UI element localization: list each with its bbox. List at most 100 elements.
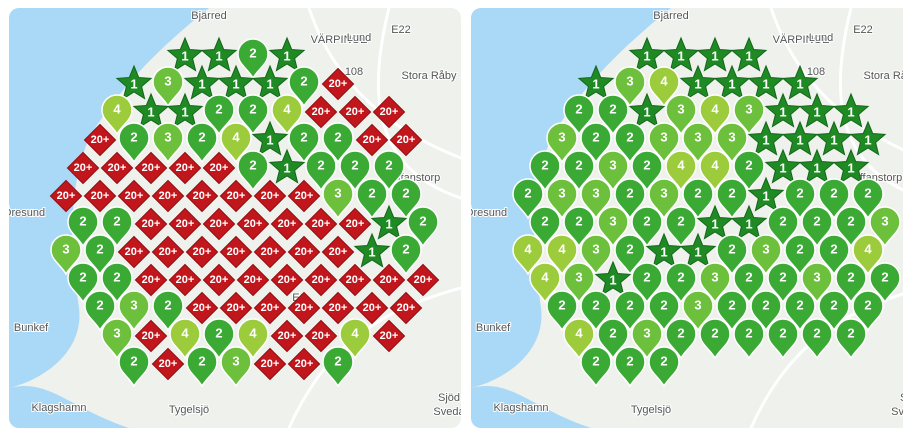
marker[interactable]: 2 <box>152 290 184 332</box>
marker[interactable]: 1 <box>251 64 289 100</box>
marker[interactable]: 3 <box>869 206 901 248</box>
marker[interactable]: 2 <box>186 346 218 388</box>
marker[interactable]: 4 <box>852 234 884 276</box>
marker[interactable]: 2 <box>597 94 629 136</box>
marker[interactable]: 2 <box>563 206 595 248</box>
marker[interactable]: 2 <box>237 38 269 80</box>
marker[interactable]: 1 <box>832 148 870 184</box>
marker[interactable]: 4 <box>339 318 371 360</box>
marker[interactable]: 2 <box>767 318 799 360</box>
marker[interactable]: 2 <box>203 318 235 360</box>
marker[interactable]: 2 <box>818 290 850 332</box>
marker[interactable]: 20+ <box>134 263 168 297</box>
marker[interactable]: 1 <box>747 64 785 100</box>
marker[interactable]: 3 <box>648 178 680 220</box>
marker[interactable]: 2 <box>614 122 646 164</box>
marker[interactable]: 3 <box>682 122 714 164</box>
marker[interactable]: 1 <box>730 36 768 72</box>
marker[interactable]: 2 <box>529 206 561 248</box>
marker[interactable]: 20+ <box>321 235 355 269</box>
marker[interactable]: 20+ <box>338 95 372 129</box>
marker[interactable]: 20+ <box>202 151 236 185</box>
marker[interactable]: 2 <box>835 262 867 304</box>
marker[interactable]: 4 <box>648 66 680 108</box>
marker[interactable]: 20+ <box>389 123 423 157</box>
marker[interactable]: 2 <box>101 262 133 304</box>
marker[interactable]: 1 <box>798 92 836 128</box>
marker[interactable]: 2 <box>784 178 816 220</box>
marker[interactable]: 3 <box>580 234 612 276</box>
marker[interactable]: 1 <box>183 64 221 100</box>
marker[interactable]: 1 <box>628 36 666 72</box>
marker[interactable]: 20+ <box>253 347 287 381</box>
marker[interactable]: 2 <box>512 178 544 220</box>
marker[interactable]: 20+ <box>338 263 372 297</box>
marker[interactable]: 4 <box>563 318 595 360</box>
marker[interactable]: 2 <box>801 206 833 248</box>
marker[interactable]: 20+ <box>236 263 270 297</box>
marker[interactable]: 1 <box>815 120 853 156</box>
marker[interactable]: 2 <box>288 122 320 164</box>
marker[interactable]: 4 <box>699 150 731 192</box>
marker[interactable]: 20+ <box>185 179 219 213</box>
marker[interactable]: 20+ <box>168 207 202 241</box>
marker[interactable]: 1 <box>353 232 391 268</box>
marker[interactable]: 1 <box>798 148 836 184</box>
marker[interactable]: 4 <box>169 318 201 360</box>
marker[interactable]: 1 <box>370 204 408 240</box>
marker[interactable]: 2 <box>852 178 884 220</box>
marker[interactable]: 3 <box>597 150 629 192</box>
marker[interactable]: 3 <box>648 122 680 164</box>
marker[interactable]: 4 <box>237 318 269 360</box>
marker[interactable]: 20+ <box>355 123 389 157</box>
marker[interactable]: 4 <box>546 234 578 276</box>
marker[interactable]: 1 <box>764 92 802 128</box>
marker[interactable]: 20+ <box>134 319 168 353</box>
marker[interactable]: 2 <box>614 290 646 332</box>
marker[interactable]: 2 <box>84 234 116 276</box>
marker[interactable]: 2 <box>631 150 663 192</box>
marker[interactable]: 1 <box>268 36 306 72</box>
marker[interactable]: 2 <box>682 178 714 220</box>
marker[interactable]: 20+ <box>151 235 185 269</box>
marker[interactable]: 1 <box>268 148 306 184</box>
marker[interactable]: 1 <box>849 120 887 156</box>
marker[interactable]: 2 <box>407 206 439 248</box>
marker[interactable]: 2 <box>614 234 646 276</box>
marker[interactable]: 2 <box>835 318 867 360</box>
marker[interactable]: 2 <box>665 318 697 360</box>
marker[interactable]: 3 <box>322 178 354 220</box>
marker[interactable]: 1 <box>747 120 785 156</box>
marker[interactable]: 3 <box>614 66 646 108</box>
marker[interactable]: 20+ <box>270 263 304 297</box>
marker[interactable]: 2 <box>373 150 405 192</box>
marker[interactable]: 20+ <box>355 291 389 325</box>
marker[interactable]: 20+ <box>66 151 100 185</box>
marker[interactable]: 20+ <box>304 95 338 129</box>
marker[interactable]: 2 <box>288 66 320 108</box>
marker[interactable]: 3 <box>118 290 150 332</box>
marker[interactable]: 1 <box>781 120 819 156</box>
marker[interactable]: 20+ <box>83 179 117 213</box>
marker[interactable]: 2 <box>563 94 595 136</box>
marker[interactable]: 20+ <box>219 291 253 325</box>
marker[interactable]: 20+ <box>253 235 287 269</box>
marker[interactable]: 1 <box>781 64 819 100</box>
marker[interactable]: 20+ <box>389 291 423 325</box>
marker[interactable]: 2 <box>818 178 850 220</box>
marker[interactable]: 2 <box>665 262 697 304</box>
marker[interactable]: 1 <box>764 148 802 184</box>
marker[interactable]: 20+ <box>83 123 117 157</box>
marker[interactable]: 1 <box>251 120 289 156</box>
marker[interactable]: 1 <box>217 64 255 100</box>
marker[interactable]: 3 <box>682 290 714 332</box>
marker[interactable]: 20+ <box>304 207 338 241</box>
marker[interactable]: 2 <box>733 318 765 360</box>
marker[interactable]: 2 <box>784 234 816 276</box>
marker[interactable]: 3 <box>631 318 663 360</box>
marker[interactable]: 2 <box>648 290 680 332</box>
marker[interactable]: 2 <box>580 346 612 388</box>
marker[interactable]: 20+ <box>287 291 321 325</box>
marker[interactable]: 2 <box>614 178 646 220</box>
marker[interactable]: 2 <box>563 150 595 192</box>
